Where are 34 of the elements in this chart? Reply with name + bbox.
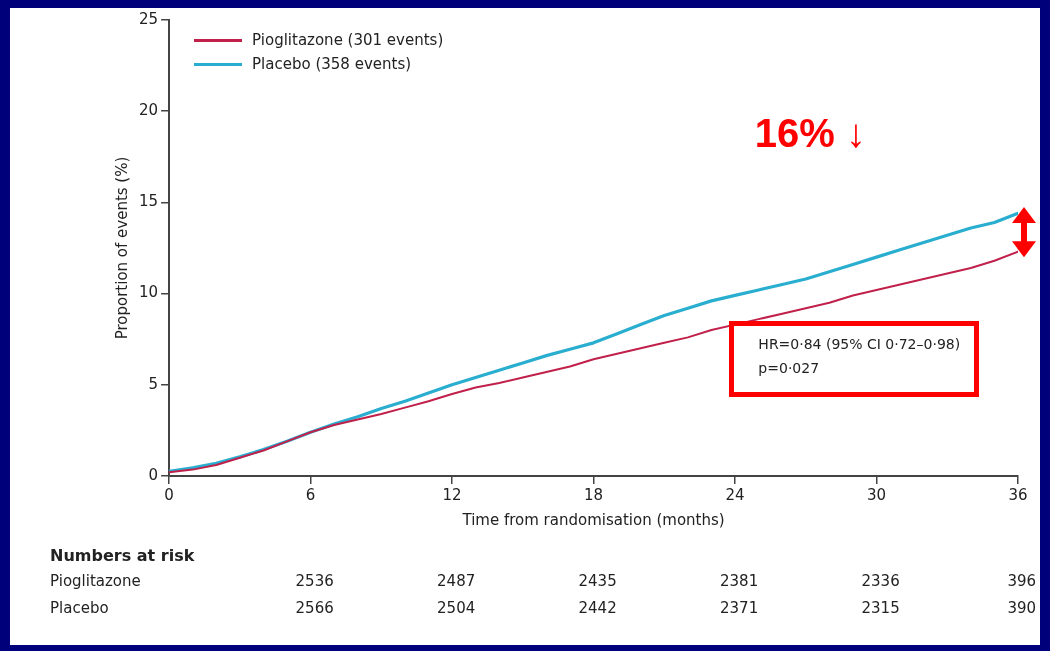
x-tick-label: 24 [725, 485, 745, 504]
text: 2435 [578, 572, 617, 590]
x-axis-title: Time from randomisation (months) [461, 510, 725, 529]
text: Numbers at risk [50, 546, 195, 565]
x-tick-label: 18 [584, 485, 604, 504]
x-tick-label: 12 [442, 485, 462, 504]
x-tick-label: 30 [866, 485, 887, 504]
text: 2504 [437, 599, 476, 617]
y-tick-label: 25 [138, 9, 159, 28]
annotation: 16% ↓ [754, 111, 866, 157]
text: 2536 [295, 572, 334, 590]
x-tick-label: 0 [164, 485, 174, 504]
y-axis-title: Proportion of events (%) [112, 156, 131, 340]
text: 2371 [720, 599, 759, 617]
text: Placebo [50, 599, 109, 617]
text: 390 [1007, 599, 1037, 617]
x-tick-label: 6 [305, 485, 316, 504]
note-box: HR=0·84 (95% CI 0·72–0·98) p=0·027 [729, 320, 980, 397]
y-tick-label: 15 [138, 192, 159, 211]
text: 2566 [295, 599, 334, 617]
text: 396 [1007, 572, 1037, 590]
y-tick-label: 20 [138, 101, 159, 120]
y-tick-label: 10 [138, 283, 159, 302]
text: 2381 [720, 572, 759, 590]
text: Pioglitazone [50, 572, 141, 590]
y-tick-label: 5 [148, 374, 159, 393]
legend-label: Pioglitazone (301 events) [252, 31, 444, 49]
x-tick-label: 36 [1008, 485, 1028, 504]
y-tick-label: 0 [148, 465, 159, 484]
legend-label: Placebo (358 events) [252, 55, 412, 73]
text: 2336 [861, 572, 900, 590]
text: 2315 [861, 599, 900, 617]
text: 2442 [578, 599, 617, 617]
text: 2487 [437, 572, 476, 590]
